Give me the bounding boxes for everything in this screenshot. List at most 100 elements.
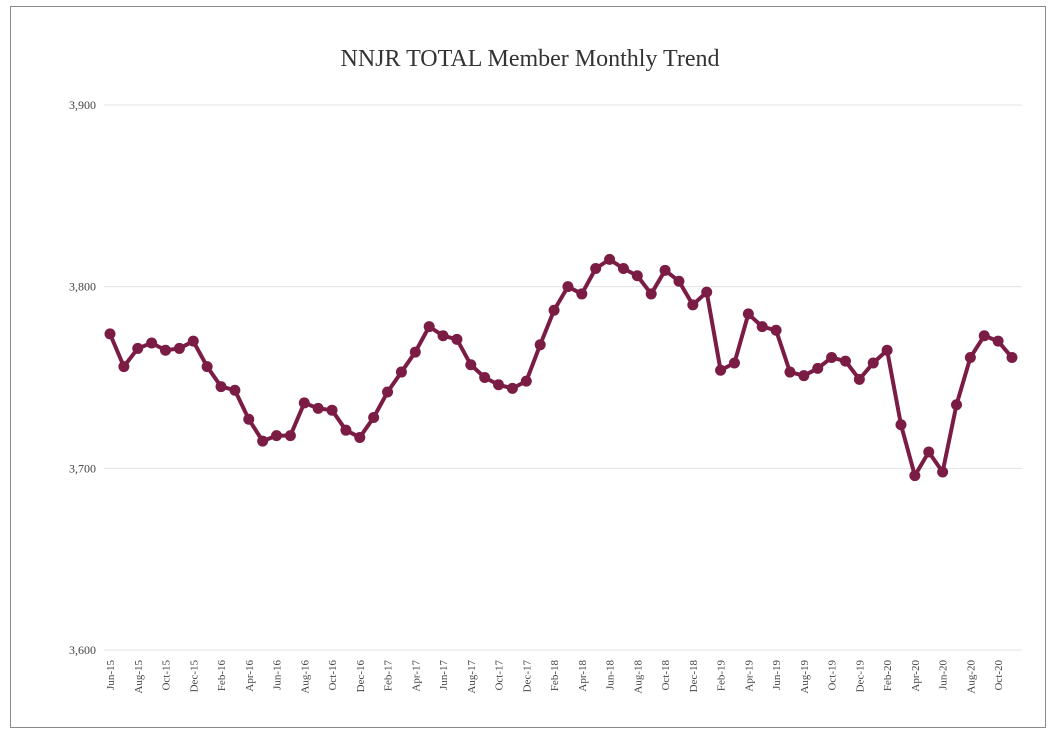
x-tick-label: Feb-19 [716,660,728,692]
x-tick-label: Dec-17 [521,660,533,693]
x-tick-label: Jun-19 [771,660,783,690]
data-point [229,384,241,396]
data-point [631,270,643,282]
x-tick-label: Oct-17 [494,660,506,691]
y-tick-label: 3,600 [69,643,96,657]
data-points [104,253,1018,482]
data-point [118,361,130,373]
y-tick-label: 3,900 [69,98,96,112]
data-point [298,397,310,409]
data-point [826,352,838,364]
data-point [187,335,199,347]
data-point [409,346,421,358]
data-point [964,352,976,364]
x-tick-label: Apr-20 [910,660,922,692]
x-tick-label: Jun-20 [938,660,950,690]
data-point [201,361,213,373]
data-point [604,253,616,265]
data-point [271,430,283,442]
data-point [534,339,546,351]
x-tick-label: Feb-20 [882,660,894,692]
data-point [160,344,172,356]
x-tick-label: Jun-16 [272,660,284,690]
data-point [909,470,921,482]
x-tick-label: Aug-19 [799,660,811,694]
x-tick-label: Oct-15 [161,660,173,691]
x-tick-label: Jun-15 [105,660,117,690]
x-tick-label: Oct-19 [827,660,839,691]
data-point [340,424,352,436]
data-point [992,335,1004,347]
y-tick-label: 3,800 [69,280,96,294]
x-tick-label: Aug-16 [299,660,311,694]
data-point [437,330,449,342]
data-point [950,399,962,411]
data-point [368,411,380,423]
data-point [701,286,713,298]
x-tick-label: Oct-20 [993,660,1005,691]
data-point [978,330,990,342]
data-point [173,342,185,354]
data-point [770,324,782,336]
x-tick-label: Apr-18 [577,660,589,692]
gridlines [104,104,1022,651]
data-point [756,321,768,333]
x-tick-label: Aug-15 [133,660,145,694]
data-point [326,404,338,416]
data-point [687,299,699,311]
x-tick-label: Aug-17 [466,660,478,694]
data-point [465,359,477,371]
x-tick-label: Dec-16 [355,660,367,693]
data-point [853,373,865,385]
data-point [493,379,505,391]
x-tick-label: Jun-17 [438,660,450,690]
data-point [659,264,671,276]
data-point [382,386,394,398]
data-point [354,431,366,443]
data-point [506,382,518,394]
data-point [132,342,144,354]
data-point [881,344,893,356]
x-axis-tick-labels: Jun-15 Aug-15 Oct-15 Dec-15 Feb-16 Apr-16 Jun-… [105,660,1005,694]
data-point [576,288,588,300]
data-point [395,366,407,378]
data-point [812,362,824,374]
data-point [784,366,796,378]
data-point [715,364,727,376]
x-tick-label: Jun-18 [605,660,617,690]
data-point [839,355,851,367]
x-tick-label: Feb-18 [549,660,561,692]
x-tick-label: Dec-19 [854,660,866,693]
data-point [728,357,740,369]
data-point [742,308,754,320]
data-point [257,435,269,447]
data-point [562,281,574,293]
data-point [617,263,629,274]
series-line [108,257,1014,478]
chart-title: NNJR TOTAL Member Monthly Trend [340,46,720,72]
data-point [104,328,116,340]
data-point [215,381,227,393]
y-tick-label: 3,700 [69,461,96,475]
data-point [867,357,879,369]
data-point [937,466,949,478]
data-point [312,402,324,414]
data-point [673,275,685,287]
x-tick-label: Oct-16 [327,660,339,691]
x-tick-label: Feb-17 [383,660,395,692]
data-point [243,413,255,425]
x-tick-label: Apr-17 [410,660,422,692]
data-point [520,375,532,387]
data-point [451,333,463,345]
x-tick-label: Feb-16 [216,660,228,692]
data-point [645,288,657,300]
data-point [798,370,810,382]
data-point [146,337,158,349]
data-point [590,263,602,274]
x-tick-label: Aug-18 [632,660,644,694]
x-tick-label: Apr-16 [244,660,256,692]
data-point [284,430,296,442]
x-tick-label: Aug-20 [965,660,977,694]
x-tick-label: Dec-15 [188,660,200,693]
data-point [895,419,907,431]
